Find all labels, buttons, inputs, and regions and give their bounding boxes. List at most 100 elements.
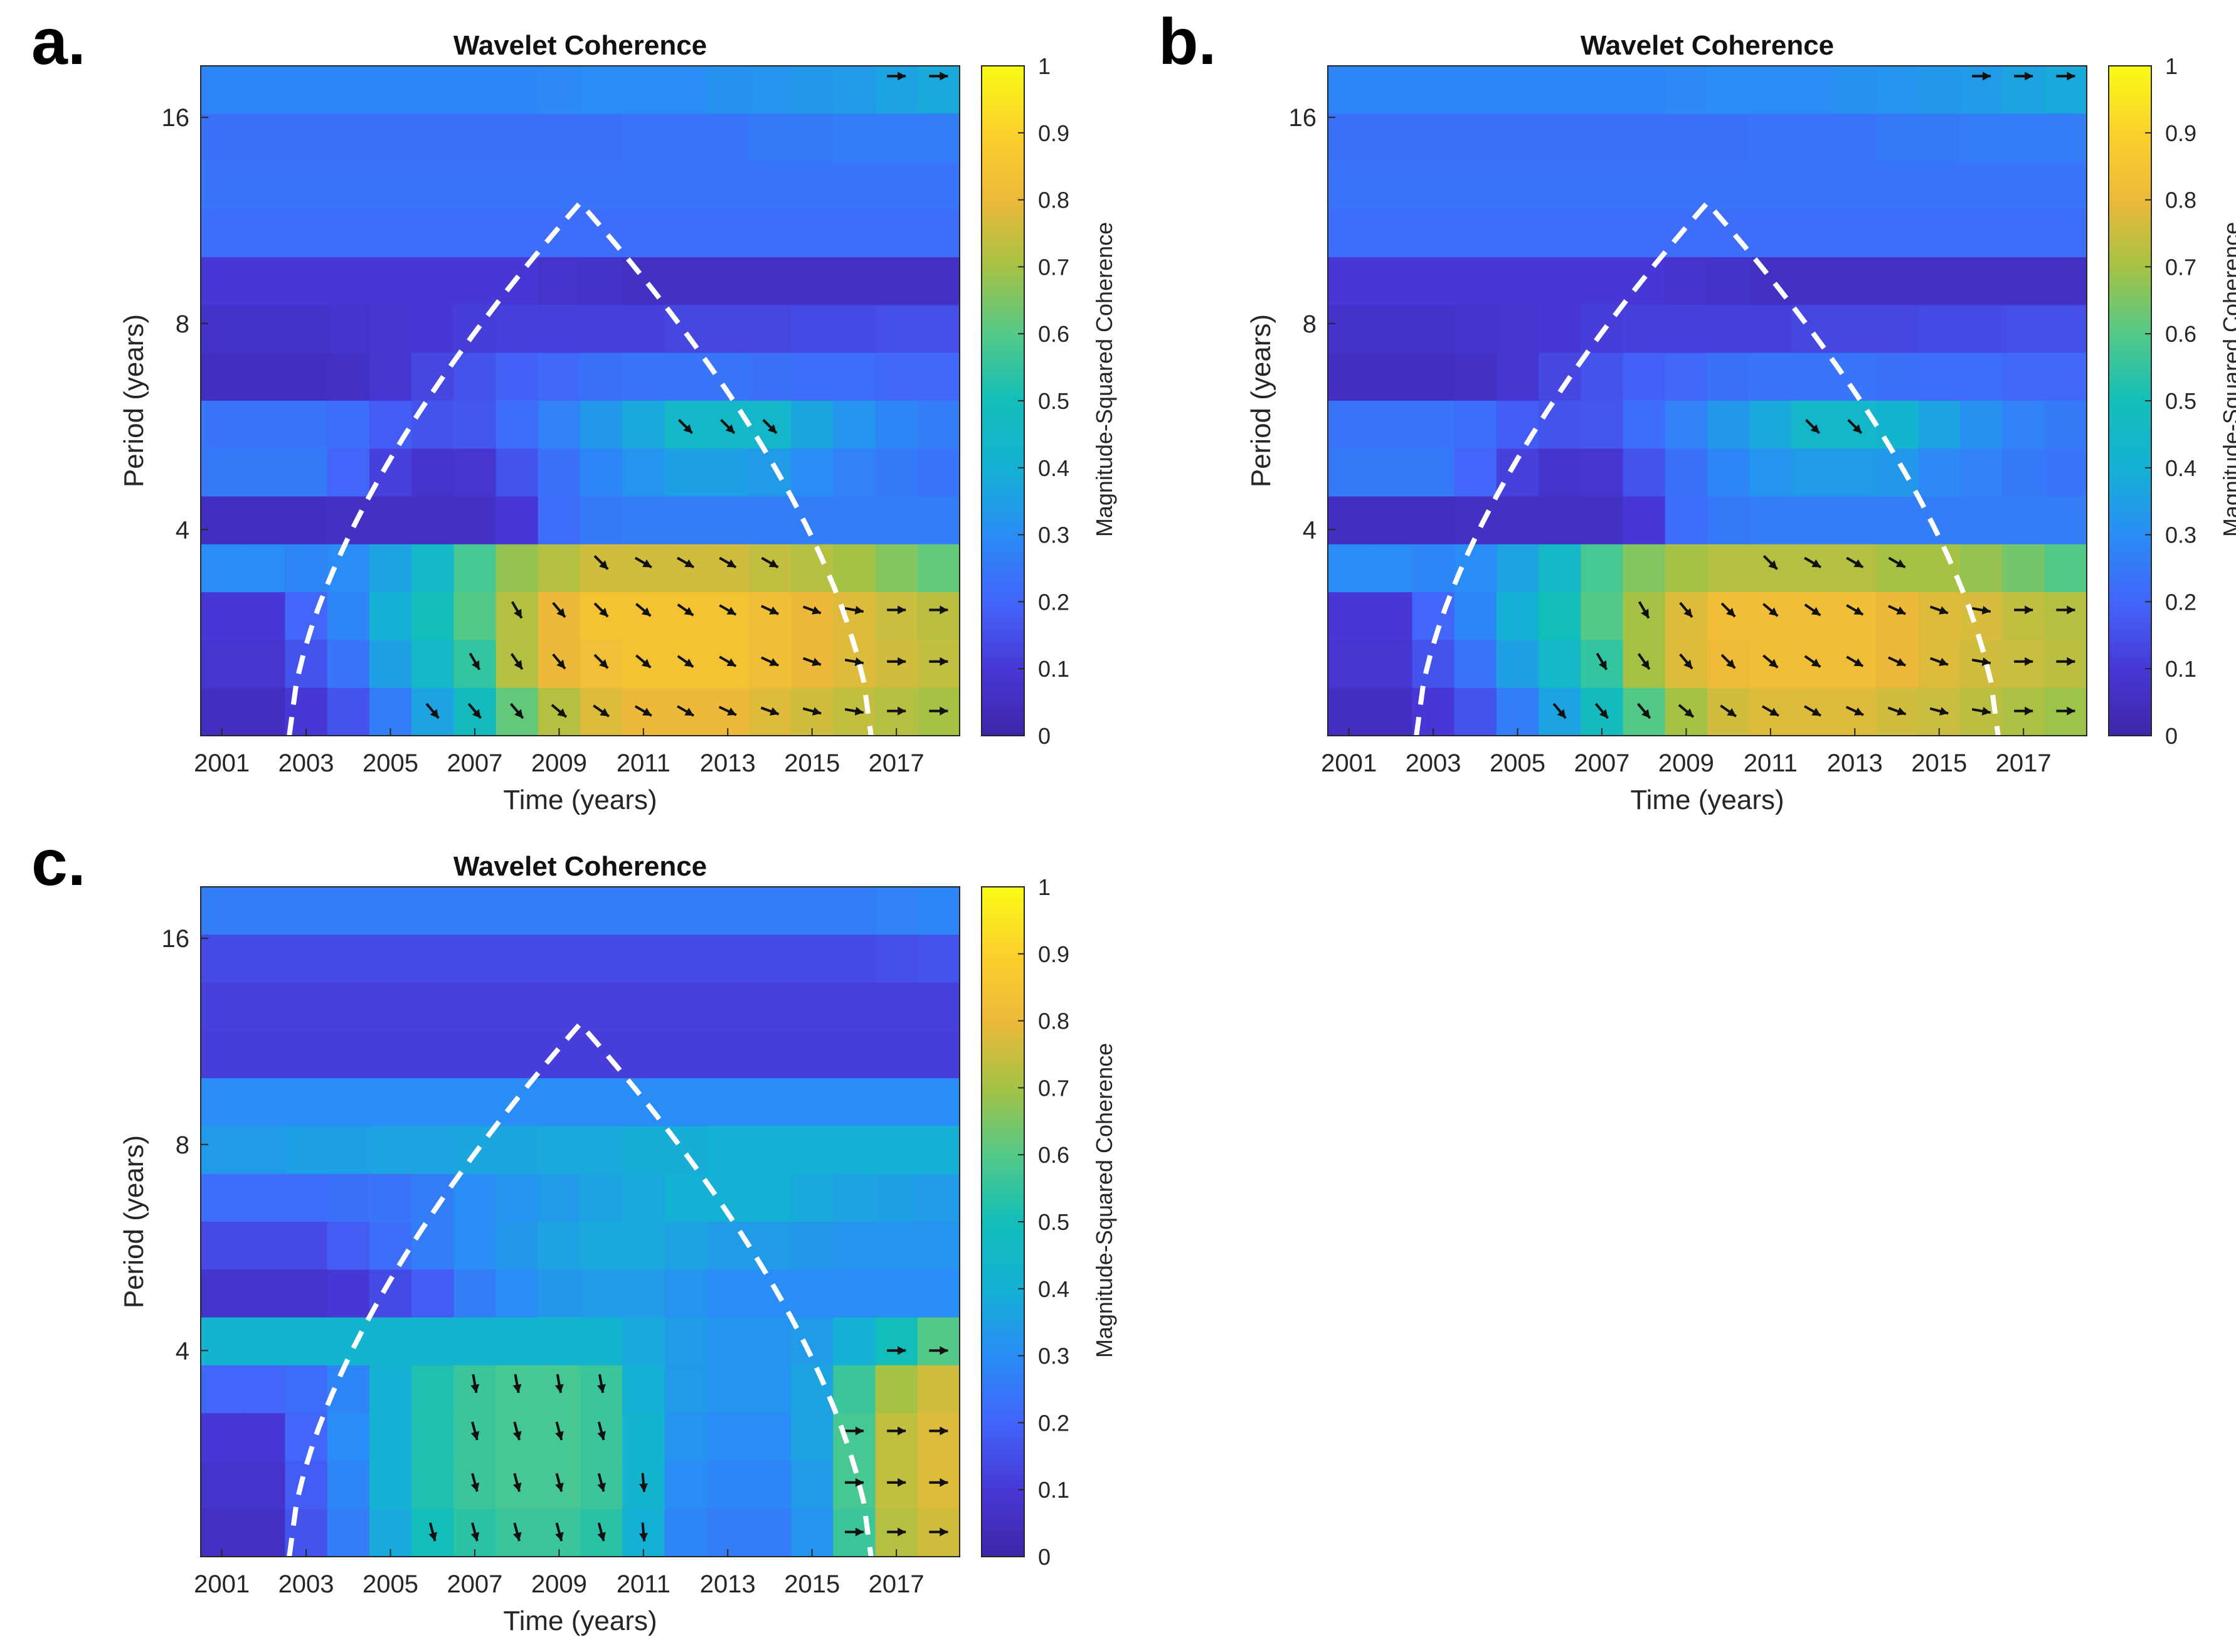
heatmap-cell: [833, 305, 876, 354]
phase-arrow: [844, 1478, 864, 1487]
heatmap-cell: [538, 257, 581, 306]
phase-arrow: [1887, 706, 1907, 716]
heatmap-cell: [875, 1126, 918, 1175]
phase-arrow: [677, 655, 694, 668]
heatmap-cell: [2044, 305, 2087, 354]
phase-arrow: [719, 556, 737, 569]
heatmap-cell: [580, 544, 623, 593]
x-tick-label: 2011: [1744, 749, 1798, 777]
heatmap-cell: [1749, 161, 1793, 210]
phase-arrow-head: [940, 1426, 948, 1436]
phase-arrow-head: [599, 608, 608, 617]
heatmap-cell: [622, 209, 665, 258]
colorbar-tick-label: 1: [2165, 53, 2178, 79]
phase-arrow: [1929, 605, 1949, 615]
heatmap-cell: [369, 209, 412, 258]
heatmap-cell: [875, 887, 918, 935]
heatmap-cell: [1918, 640, 1961, 689]
heatmap-cell: [833, 1126, 876, 1175]
phase-arrow-head: [854, 707, 864, 716]
heatmap-cell: [538, 448, 581, 497]
heatmap-cell: [243, 1173, 286, 1222]
heatmap-cell: [917, 114, 960, 162]
heatmap-cell: [327, 935, 370, 983]
heatmap-cell: [285, 401, 328, 449]
heatmap-cell: [201, 257, 243, 306]
heatmap-cell: [748, 1173, 792, 1222]
phase-arrow-head: [1768, 560, 1778, 569]
heatmap-cell: [1539, 209, 1581, 258]
heatmap-cell: [327, 1461, 370, 1510]
heatmap-cell: [1833, 161, 1877, 210]
heatmap-cell: [1454, 161, 1497, 210]
heatmap-cell: [453, 401, 497, 449]
heatmap-cell: [1539, 401, 1581, 449]
heatmap-cell: [1833, 448, 1877, 497]
heatmap-cell: [791, 401, 834, 449]
heatmap-cell: [1918, 401, 1961, 449]
heatmap-cell: [1539, 448, 1581, 497]
heatmap-cell: [875, 114, 918, 162]
colorbar: [981, 886, 1025, 1557]
phase-arrow: [929, 706, 948, 716]
heatmap-cell: [369, 1413, 412, 1462]
heatmap-cell: [748, 1078, 792, 1127]
phase-arrow-head: [470, 1384, 480, 1393]
phase-arrow: [1846, 604, 1864, 616]
heatmap-cell: [1496, 687, 1539, 736]
heatmap-cell: [243, 401, 286, 449]
heatmap-cell: [285, 114, 328, 162]
heatmap-cell: [1454, 257, 1497, 306]
heatmap-cell: [875, 1317, 918, 1366]
heatmap-cell: [580, 66, 623, 114]
heatmap-cell: [1749, 448, 1793, 497]
heatmap-cell: [2044, 161, 2087, 210]
heatmap-cell: [411, 887, 454, 935]
heatmap-cell: [2044, 401, 2087, 449]
phase-arrow-head: [940, 1478, 948, 1487]
phase-arrow-head: [940, 1527, 948, 1537]
colorbar-tick-label: 0.7: [1038, 254, 1069, 280]
heatmap-cell: [917, 982, 960, 1031]
heatmap-cell: [369, 114, 412, 162]
heatmap-cell: [664, 1030, 707, 1079]
phase-arrow-head: [1727, 707, 1736, 717]
phase-arrow: [677, 705, 695, 717]
heatmap-cell: [201, 687, 243, 736]
heatmap-cell: [369, 544, 412, 593]
heatmap-cell: [706, 209, 750, 258]
phase-arrow-head: [597, 1482, 606, 1492]
phase-arrow-head: [1895, 559, 1905, 568]
phase-arrow-head: [940, 71, 948, 81]
colorbar-tick-label: 0.8: [1038, 1009, 1069, 1034]
heatmap-cell: [1833, 114, 1877, 162]
colorbar-tick-label: 0.7: [1038, 1075, 1069, 1101]
heatmap-cell: [285, 1030, 328, 1079]
heatmap-cell: [622, 1222, 665, 1270]
cone-of-influence: [287, 199, 874, 736]
heatmap-cell: [1412, 448, 1455, 497]
heatmap-cell: [243, 1078, 286, 1127]
heatmap-cell: [875, 982, 918, 1031]
heatmap-cell: [1707, 161, 1750, 210]
heatmap-cell: [1623, 209, 1666, 258]
phase-arrow-head: [555, 1431, 564, 1441]
chart-title: Wavelet Coherence: [453, 851, 707, 882]
heatmap-cell: [917, 1365, 960, 1414]
heatmap-cell: [580, 887, 623, 935]
heatmap-cell: [1328, 687, 1370, 736]
heatmap-cell: [243, 640, 286, 689]
heatmap-cell: [285, 1365, 328, 1414]
heatmap-cell: [2002, 592, 2045, 641]
phase-arrow: [512, 1522, 522, 1542]
heatmap-cell: [748, 544, 792, 593]
heatmap-cell: [2002, 448, 2045, 497]
heatmap-cell: [327, 305, 370, 354]
heatmap-cell: [875, 1413, 918, 1462]
heatmap-cell: [875, 496, 918, 545]
colorbar-tick-label: 0.2: [1038, 1410, 1069, 1436]
phase-arrow-head: [2067, 706, 2075, 716]
heatmap-cell: [1623, 496, 1666, 545]
phase-arrow-head: [898, 71, 906, 81]
heatmap-cell: [1707, 401, 1750, 449]
